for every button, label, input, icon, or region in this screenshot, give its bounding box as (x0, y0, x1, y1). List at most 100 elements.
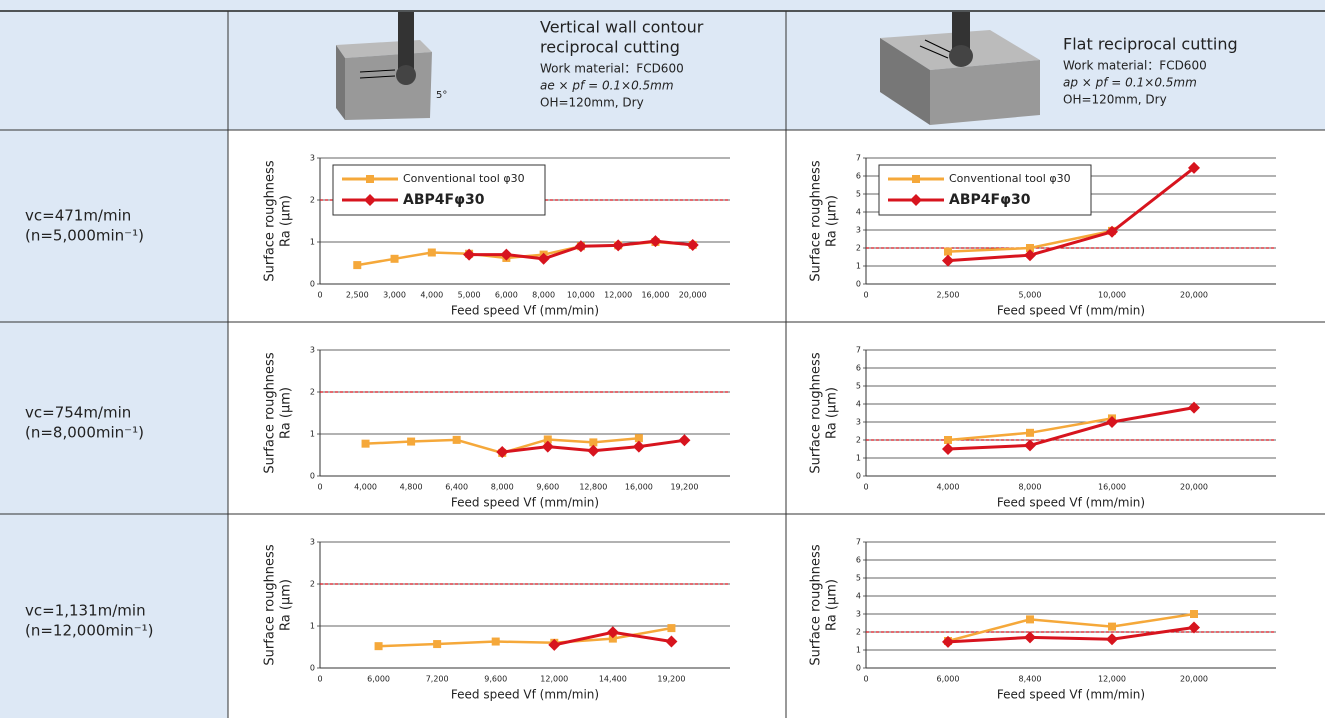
column-condition: ap × pf = 0.1×0.5mm (1063, 76, 1197, 90)
x-tick-label: 9,600 (536, 483, 559, 492)
column-material: Work material：FCD600 (1063, 59, 1207, 73)
column-oh: OH=120mm, Dry (540, 96, 644, 110)
x-tick-label: 20,000 (679, 291, 707, 300)
x-tick-label: 2,500 (346, 291, 369, 300)
x-tick-label: 0 (863, 483, 868, 492)
x-tick-label: 4,800 (400, 483, 423, 492)
x-tick-label: 8,000 (1019, 483, 1042, 492)
x-tick-label: 6,000 (495, 291, 518, 300)
x-tick-label: 0 (317, 291, 322, 300)
row-speed: vc=754m/min (25, 404, 131, 422)
x-tick-label: 16,000 (1098, 483, 1126, 492)
y-tick-label: 3 (310, 538, 315, 547)
y-tick-label: 0 (310, 472, 315, 481)
column-material: Work material：FCD600 (540, 62, 684, 76)
marker (942, 636, 954, 648)
marker (353, 261, 361, 269)
marker (665, 636, 677, 648)
marker (433, 640, 441, 648)
y-tick-label: 0 (310, 280, 315, 289)
y-axis-label: Surface roughness (263, 544, 278, 665)
marker (1024, 439, 1036, 451)
legend-label: ABP4Fφ30 (949, 192, 1031, 208)
x-tick-label: 20,000 (1180, 483, 1208, 492)
row-rpm: (n=8,000min⁻¹) (25, 424, 144, 442)
y-tick-label: 0 (856, 472, 861, 481)
marker (1108, 623, 1116, 631)
x-tick-label: 12,000 (604, 291, 632, 300)
marker (496, 446, 508, 458)
x-tick-label: 20,000 (1180, 675, 1208, 684)
x-tick-label: 19,200 (657, 675, 685, 684)
series-line (379, 628, 672, 646)
marker (1024, 631, 1036, 643)
marker (649, 235, 661, 247)
marker (492, 638, 500, 646)
row-speed: vc=471m/min (25, 207, 131, 225)
x-tick-label: 10,000 (1098, 291, 1126, 300)
x-tick-label: 10,000 (567, 291, 595, 300)
marker (463, 249, 475, 261)
x-tick-label: 7,200 (426, 675, 449, 684)
y-tick-label: 0 (310, 664, 315, 673)
x-tick-label: 8,000 (532, 291, 555, 300)
y-tick-label: 1 (310, 430, 315, 439)
y-tick-label: 6 (856, 556, 861, 565)
x-tick-label: 12,800 (579, 483, 607, 492)
y-tick-label: 1 (856, 646, 861, 655)
column-title: Flat reciprocal cutting (1063, 35, 1238, 54)
x-tick-label: 8,000 (491, 483, 514, 492)
marker (453, 436, 461, 444)
column-condition: ae × pf = 0.1×0.5mm (540, 79, 674, 93)
y-tick-label: 7 (856, 538, 861, 547)
y-tick-label: 1 (310, 622, 315, 631)
table-figure: 5° Vertical wall contour reciprocal cutt… (0, 0, 1325, 718)
marker (912, 175, 920, 183)
x-tick-label: 14,400 (599, 675, 627, 684)
y-tick-label: 4 (856, 208, 861, 217)
y-tick-label: 2 (856, 628, 861, 637)
marker (375, 642, 383, 650)
y-axis-label: Ra (μm) (825, 387, 840, 439)
y-tick-label: 0 (856, 280, 861, 289)
y-tick-label: 1 (856, 454, 861, 463)
marker (1024, 249, 1036, 261)
marker (587, 445, 599, 457)
marker (612, 239, 624, 251)
y-tick-label: 2 (856, 436, 861, 445)
x-tick-label: 4,000 (354, 483, 377, 492)
row-rpm: (n=12,000min⁻¹) (25, 622, 153, 640)
y-tick-label: 4 (856, 592, 861, 601)
marker (362, 440, 370, 448)
x-tick-label: 3,000 (383, 291, 406, 300)
y-tick-label: 5 (856, 574, 861, 583)
series-line (948, 628, 1194, 642)
y-tick-label: 3 (310, 346, 315, 355)
y-tick-label: 5 (856, 382, 861, 391)
x-tick-label: 2,500 (937, 291, 960, 300)
angle-label: 5° (436, 90, 447, 101)
y-tick-label: 3 (856, 418, 861, 427)
x-tick-label: 5,000 (1019, 291, 1042, 300)
x-tick-label: 9,600 (484, 675, 507, 684)
x-axis-label: Feed speed Vf (mm/min) (451, 688, 599, 702)
marker (548, 639, 560, 651)
marker (1026, 429, 1034, 437)
row-rpm: (n=5,000min⁻¹) (25, 227, 144, 245)
marker (407, 438, 415, 446)
marker (678, 434, 690, 446)
x-tick-label: 6,000 (937, 675, 960, 684)
y-axis-label: Surface roughness (809, 544, 824, 665)
x-axis-label: Feed speed Vf (mm/min) (451, 304, 599, 318)
marker (1026, 615, 1034, 623)
marker (687, 239, 699, 251)
page: 5° Vertical wall contour reciprocal cutt… (0, 0, 1325, 718)
y-axis-label: Ra (μm) (825, 579, 840, 631)
marker (944, 248, 952, 256)
marker (1190, 610, 1198, 618)
x-tick-label: 16,000 (625, 483, 653, 492)
y-axis-label: Ra (μm) (279, 579, 294, 631)
y-tick-label: 3 (856, 610, 861, 619)
y-tick-label: 3 (856, 226, 861, 235)
y-tick-label: 2 (310, 580, 315, 589)
